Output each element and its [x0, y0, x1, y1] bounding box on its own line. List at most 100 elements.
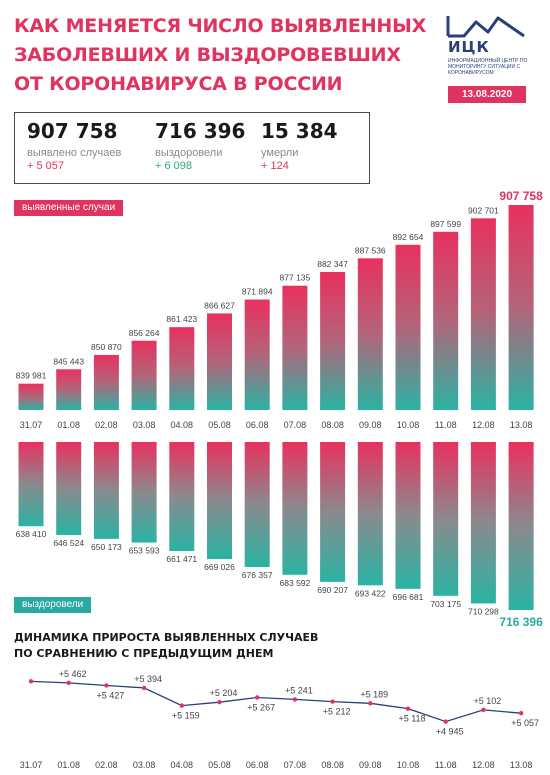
dynamics-data-label: +5 159: [172, 711, 200, 721]
stat-recovered: 716 396 выздоровели + 6 098: [155, 119, 245, 172]
cases-bars: 839 981 845 443 850 870 856 264 861 423 866 6…: [16, 190, 543, 410]
dynamics-title: ДИНАМИКА ПРИРОСТА ВЫЯВЛЕННЫХ СЛУЧАЕВ ПО …: [14, 630, 318, 662]
dynamics-date-label: 03.08: [133, 760, 156, 770]
dynamics-point: [292, 697, 298, 702]
recovered-bar: [93, 442, 119, 539]
dynamics-point: [66, 680, 71, 686]
date-tick-label: 05.08: [208, 420, 231, 430]
recovered-data-label: 693 422: [355, 588, 386, 598]
recovered-data-label: 716 396: [499, 615, 543, 629]
cases-bar: [207, 313, 232, 410]
date-tick-label: 01.08: [57, 420, 80, 430]
dynamics-data-label: +5 212: [323, 707, 351, 717]
cases-data-label: 907 758: [499, 190, 543, 203]
title-line-3: ОТ КОРОНАВИРУСА В РОССИИ: [14, 73, 343, 95]
date-tick-label: 11.08: [435, 420, 457, 430]
stat-deaths: 15 384 умерли + 124: [261, 119, 338, 172]
dynamics-date-label: 01.08: [57, 760, 80, 770]
dynamics-data-label: +4 945: [436, 727, 464, 737]
dynamics-point: [443, 719, 448, 724]
stat-deaths-label: умерли: [261, 147, 299, 159]
title-line-2: ЗАБОЛЕВШИХ И ВЫЗДОРОВЕВШИХ: [14, 44, 401, 66]
cases-data-label: 887 536: [355, 245, 386, 255]
dynamics-date-label: 06.08: [246, 760, 269, 770]
cases-data-label: 902 701: [468, 205, 499, 215]
dynamics-data-label: +5 427: [97, 690, 125, 700]
stat-recovered-label: выздоровели: [155, 147, 223, 159]
dynamics-title-line-1: ДИНАМИКА ПРИРОСТА ВЫЯВЛЕННЫХ СЛУЧАЕВ: [14, 631, 319, 644]
dynamics-point: [368, 701, 373, 706]
dynamics-date-label: 31.07: [20, 760, 43, 770]
cases-bar: [470, 218, 496, 410]
recovered-data-label: 690 207: [317, 585, 348, 595]
cases-bar: [282, 285, 308, 410]
stat-cases-label: выявлено случаев: [27, 147, 122, 159]
recovered-data-label: 696 681: [393, 592, 424, 602]
cases-data-label: 861 423: [166, 314, 197, 324]
date-tick-label: 12.08: [472, 420, 495, 430]
cases-bar: [18, 383, 44, 410]
recovered-bar: [433, 442, 459, 596]
dynamics-date-label: 04.08: [171, 760, 194, 770]
cases-bar: [56, 369, 82, 410]
recovered-data-label: 646 524: [53, 538, 84, 548]
dynamics-point: [104, 683, 109, 688]
dynamics-date-label: 07.08: [284, 760, 307, 770]
recovered-data-label: 703 175: [430, 599, 461, 609]
date-tick-label: 31.07: [20, 420, 43, 430]
recovered-data-label: 638 410: [16, 529, 47, 539]
recovered-bar: [244, 442, 270, 567]
logo-subtitle: ИНФОРМАЦИОННЫЙ ЦЕНТР ПО МОНИТОРИНГУ СИТУ…: [448, 58, 528, 76]
dynamics-data-label: +5 241: [285, 685, 313, 695]
cases-bar: [357, 258, 383, 410]
stat-recovered-value: 716 396: [155, 119, 246, 143]
dynamics-date-label: 05.08: [208, 760, 231, 770]
date-badge: 13.08.2020: [448, 86, 526, 103]
recovered-data-label: 653 593: [129, 546, 160, 556]
cases-bar: [395, 244, 421, 410]
cases-data-label: 882 347: [317, 259, 348, 269]
dynamics-data-label: +5 189: [360, 689, 388, 699]
recovered-bar: [18, 442, 44, 527]
cases-data-label: 850 870: [91, 342, 122, 352]
date-axis: 31.07 01.08 02.08 03.08 04.08 05.08 06.08 07.08…: [20, 420, 533, 430]
date-tick-label: 02.08: [95, 420, 118, 430]
recovered-data-label: 661 471: [166, 554, 197, 564]
cases-bar: [508, 205, 534, 410]
cases-data-label: 871 894: [242, 287, 273, 297]
recovered-bar: [508, 442, 534, 610]
dynamics-data-label: +5 267: [247, 702, 275, 712]
date-tick-label: 04.08: [171, 420, 194, 430]
dynamics-point: [255, 695, 260, 700]
recovered-bar: [282, 442, 308, 575]
recovered-data-label: 683 592: [280, 578, 311, 588]
recovered-data-label: 710 298: [468, 606, 499, 616]
dynamics-point: [217, 700, 222, 705]
dynamics-point: [330, 699, 335, 704]
date-tick-label: 10.08: [397, 420, 420, 430]
recovered-bar: [470, 442, 496, 604]
cases-bar: [169, 327, 195, 410]
dynamics-line: [30, 680, 522, 723]
date-tick-label: 03.08: [133, 420, 156, 430]
logo-mountain-icon: [446, 16, 525, 38]
cases-data-label: 897 599: [430, 219, 461, 229]
dynamics-date-label: 12.08: [472, 760, 495, 770]
date-tick-label: 07.08: [284, 420, 307, 430]
date-tick-label: 06.08: [246, 420, 269, 430]
logo-abbr: ИЦК: [448, 38, 490, 56]
cases-data-label: 839 981: [16, 371, 47, 381]
recovered-data-label: 650 173: [91, 542, 122, 552]
dynamics-point: [481, 707, 486, 713]
dynamics-point: [405, 706, 411, 711]
stat-deaths-delta: + 124: [261, 160, 289, 172]
stat-cases: 907 758 выявлено случаев + 5 057: [27, 119, 121, 172]
recovered-bar: [357, 442, 383, 586]
date-tick-label: 08.08: [321, 420, 344, 430]
dynamics-series: +5 462 +5 427 +5 394 +5 159 +5 204 +5 267 +5 2…: [20, 669, 539, 770]
dynamics-date-label: 02.08: [95, 760, 118, 770]
dynamics-data-label: +5 462: [59, 669, 87, 679]
cases-data-label: 892 654: [393, 232, 424, 242]
cases-bar: [93, 354, 119, 410]
stat-cases-delta: + 5 057: [27, 160, 65, 172]
